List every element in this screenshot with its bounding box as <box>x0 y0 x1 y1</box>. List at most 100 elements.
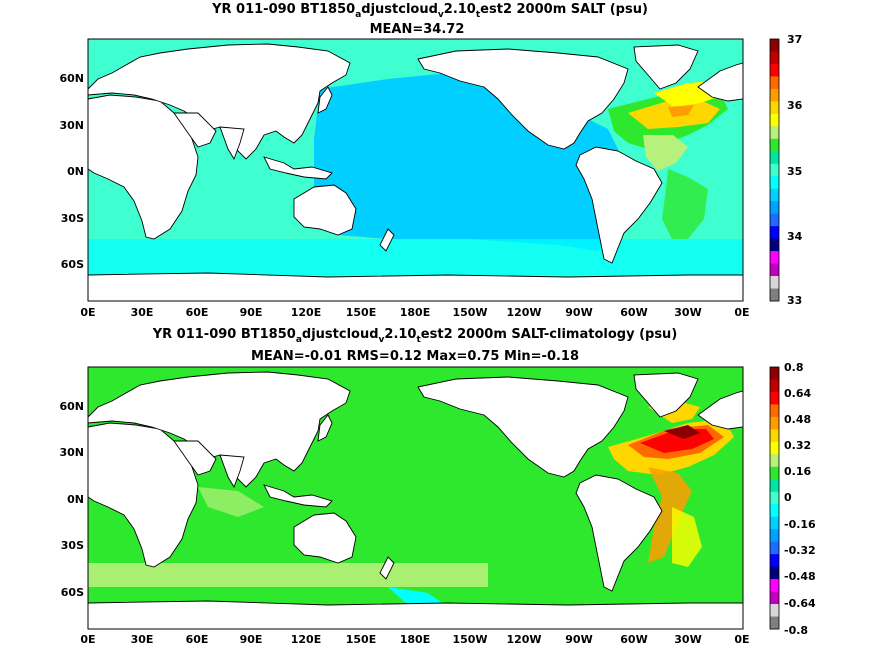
x-tick: 60W <box>620 633 647 646</box>
colorbar-swatch <box>770 491 779 505</box>
x-tick: 90E <box>240 306 263 319</box>
panel1-y-axis: 60N 30N 0N 30S 60S <box>59 72 84 271</box>
colorbar-swatch <box>770 276 779 289</box>
y-tick: 30S <box>61 212 84 225</box>
colorbar-swatch <box>770 604 779 617</box>
colorbar-swatch <box>770 288 779 302</box>
panel1-title: YR 011-090 BT1850adjustcloudv2.10test2 2… <box>211 2 648 20</box>
colorbar-swatch <box>770 126 779 140</box>
x-tick: 30E <box>131 306 154 319</box>
colorbar-swatch <box>770 466 779 480</box>
colorbar-swatch <box>770 516 779 530</box>
x-tick: 90W <box>565 633 592 646</box>
colorbar-swatch <box>770 101 779 115</box>
y-tick: 0N <box>67 493 84 506</box>
x-tick: 150E <box>346 633 376 646</box>
southern-anomaly-band <box>88 563 488 587</box>
colorbar-swatch <box>770 51 779 65</box>
cb-tick: -0.8 <box>784 624 808 637</box>
x-tick: 90W <box>565 306 592 319</box>
x-tick: 150E <box>346 306 376 319</box>
y-tick: 60N <box>59 400 84 413</box>
colorbar-swatch <box>770 226 779 240</box>
x-tick: 90E <box>240 633 263 646</box>
colorbar-swatch <box>770 579 779 592</box>
x-tick: 30E <box>131 633 154 646</box>
x-tick: 60E <box>186 306 209 319</box>
colorbar-swatch <box>770 63 779 77</box>
colorbar-swatch <box>770 76 779 90</box>
x-tick: 0E <box>80 306 95 319</box>
cb-tick: 0.48 <box>784 413 811 426</box>
cb-tick: 35 <box>787 165 802 178</box>
panel2-title: YR 011-090 BT1850adjustcloudv2.10test2 2… <box>152 327 678 345</box>
cb-tick: 34 <box>787 230 803 243</box>
y-tick: 0N <box>67 165 84 178</box>
x-tick: 150W <box>452 306 487 319</box>
panel2-colorbar-ticks: 0.8 0.64 0.48 0.32 0.16 0 -0.16 -0.32 -0… <box>784 361 816 637</box>
x-tick: 120E <box>291 633 321 646</box>
colorbar-swatch <box>770 404 779 418</box>
panel2-colorbar <box>769 366 780 630</box>
panel2-stats: MEAN=-0.01 RMS=0.12 Max=0.75 Min=-0.18 <box>251 349 579 364</box>
x-tick: 120W <box>506 306 541 319</box>
colorbar-swatch <box>770 529 779 543</box>
colorbar-swatch <box>770 541 779 555</box>
colorbar-swatch <box>770 391 779 405</box>
colorbar-swatch <box>770 367 779 380</box>
x-tick: 120W <box>506 633 541 646</box>
x-tick: 180E <box>400 633 430 646</box>
panel2-map <box>87 366 744 630</box>
colorbar-swatch <box>770 138 779 152</box>
y-tick: 60N <box>59 72 84 85</box>
y-tick: 60S <box>61 258 84 271</box>
x-tick: 120E <box>291 306 321 319</box>
cb-tick: 0.64 <box>784 387 811 400</box>
colorbar-swatch <box>770 238 779 252</box>
y-tick: 30N <box>59 446 84 459</box>
colorbar-swatch <box>770 113 779 127</box>
x-tick: 180E <box>400 306 430 319</box>
southern-ocean-region <box>88 239 743 275</box>
colorbar-swatch <box>770 263 779 277</box>
panel2-y-axis: 60N 30N 0N 30S 60S <box>59 400 84 599</box>
x-tick: 60W <box>620 306 647 319</box>
colorbar-swatch <box>770 429 779 443</box>
x-tick: 150W <box>452 633 487 646</box>
cb-tick: 37 <box>787 33 802 46</box>
colorbar-swatch <box>770 176 779 190</box>
cb-tick: 0 <box>784 491 792 504</box>
x-tick: 0E <box>80 633 95 646</box>
colorbar-swatch <box>770 591 779 605</box>
cb-tick: 0.8 <box>784 361 804 374</box>
cb-tick: -0.16 <box>784 518 816 531</box>
panel2-x-axis: 0E 30E 60E 90E 120E 150E 180E 150W 120W … <box>80 633 749 646</box>
colorbar-swatch <box>770 441 779 455</box>
panel1-colorbar <box>769 38 780 302</box>
x-tick: 0E <box>734 306 749 319</box>
x-tick: 60E <box>186 633 209 646</box>
panel1-x-axis: 0E 30E 60E 90E 120E 150E 180E 150W 120W … <box>80 306 749 319</box>
x-tick: 0E <box>734 633 749 646</box>
panel1-colorbar-ticks: 37 36 35 34 33 <box>787 33 803 307</box>
colorbar-frame <box>769 38 780 302</box>
colorbar-swatch <box>770 554 779 568</box>
colorbar-swatch <box>770 616 779 630</box>
x-tick: 30W <box>674 633 701 646</box>
panel1-stats: MEAN=34.72 <box>370 22 465 37</box>
cb-tick: -0.64 <box>784 597 816 610</box>
cb-tick: 36 <box>787 99 803 112</box>
colorbar-frame <box>769 366 780 630</box>
colorbar-swatch <box>770 188 779 202</box>
colorbar-swatch <box>770 201 779 215</box>
colorbar-swatch <box>770 504 779 518</box>
cb-tick: -0.32 <box>784 544 816 557</box>
colorbar-swatch <box>770 454 779 468</box>
colorbar-swatch <box>770 251 779 264</box>
cb-tick: -0.48 <box>784 570 816 583</box>
colorbar-swatch <box>770 88 779 102</box>
panel1-map <box>87 38 744 302</box>
colorbar-swatch <box>770 151 779 165</box>
colorbar-swatch <box>770 213 779 227</box>
